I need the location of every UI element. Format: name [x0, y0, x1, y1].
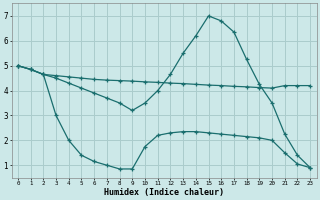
- X-axis label: Humidex (Indice chaleur): Humidex (Indice chaleur): [104, 188, 224, 197]
